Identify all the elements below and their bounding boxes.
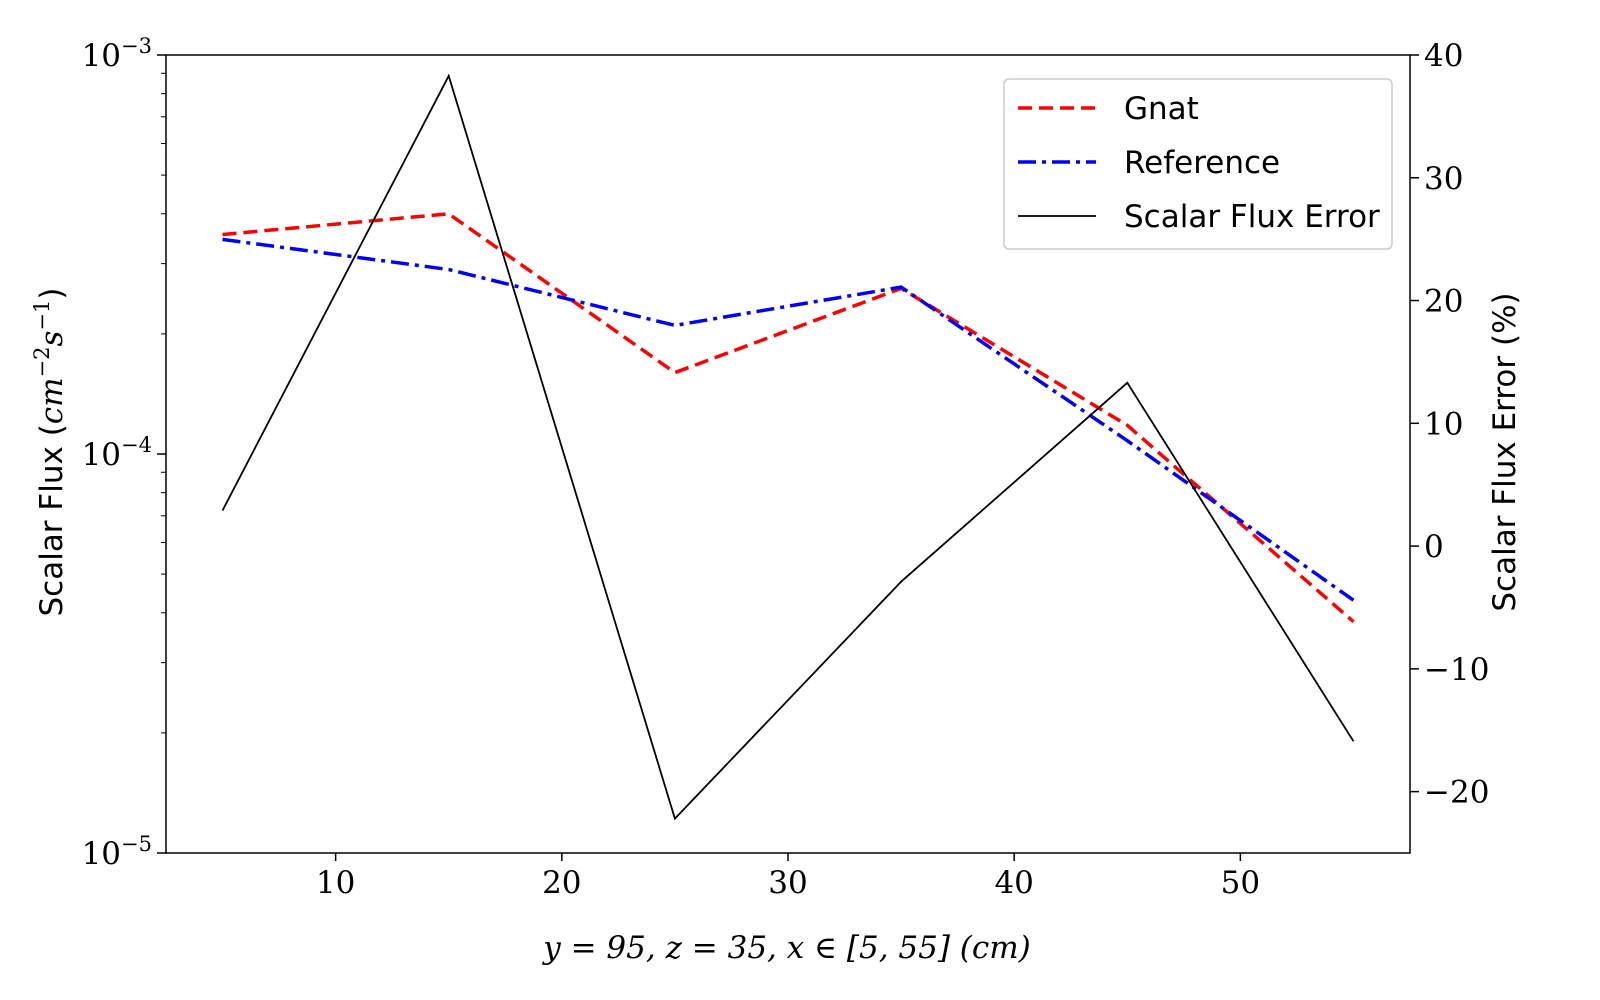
right-y-tick-label: 10 (1424, 406, 1463, 442)
left-y-axis-title-sup1: −2 (30, 346, 54, 377)
right-y-tick-label: 20 (1424, 284, 1463, 320)
tick-base: 10 (82, 836, 121, 872)
left-y-tick-label: 10−5 (82, 832, 152, 872)
x-tick-label: 20 (542, 865, 581, 901)
legend-label: Reference (1124, 145, 1280, 181)
left-y-axis-title-close: ) (34, 287, 70, 299)
series-line-reference (222, 237, 1355, 602)
right-y-tick-label: 30 (1424, 161, 1463, 197)
tick-exponent: −4 (121, 433, 152, 457)
tick-base: 10 (82, 437, 121, 473)
series-line-scalar-flux-error (221, 73, 1355, 821)
x-tick-label: 40 (994, 865, 1033, 901)
left-y-tick-label: 10−4 (82, 433, 152, 473)
left-y-axis-title-sup2: −1 (30, 300, 54, 331)
tick-base: 10 (82, 38, 121, 74)
tick-exponent: −5 (121, 832, 152, 856)
left-y-tick-label: 10−3 (82, 34, 152, 74)
x-tick-label: 30 (768, 865, 807, 901)
x-axis-title: y = 95, z = 35, x ∈ [5, 55] (cm) (541, 930, 1031, 966)
right-y-tick-label: 0 (1424, 529, 1444, 565)
legend-label: Gnat (1124, 91, 1199, 127)
legend: Gnat Reference Scalar Flux Error (1003, 78, 1393, 250)
x-tick-label: 10 (316, 865, 355, 901)
legend-box (1003, 78, 1393, 250)
tick-exponent: −3 (121, 34, 152, 58)
right-y-tick-label: −10 (1424, 652, 1489, 688)
x-tick-label: 50 (1221, 865, 1260, 901)
series-line-gnat (222, 211, 1355, 624)
left-y-axis-title: Scalar Flux (cm−2s−1) (30, 287, 70, 616)
series-layer (221, 73, 1355, 821)
left-y-axis-title-s: s (34, 331, 70, 347)
right-y-axis-title: Scalar Flux Error (%) (1487, 292, 1523, 611)
left-y-axis-title-math: cm (34, 377, 70, 424)
left-y-axis-title-text: Scalar Flux ( (34, 424, 70, 616)
right-y-tick-label: −20 (1424, 775, 1489, 811)
legend-label: Scalar Flux Error (1124, 199, 1380, 235)
right-y-tick-label: 40 (1424, 38, 1463, 74)
